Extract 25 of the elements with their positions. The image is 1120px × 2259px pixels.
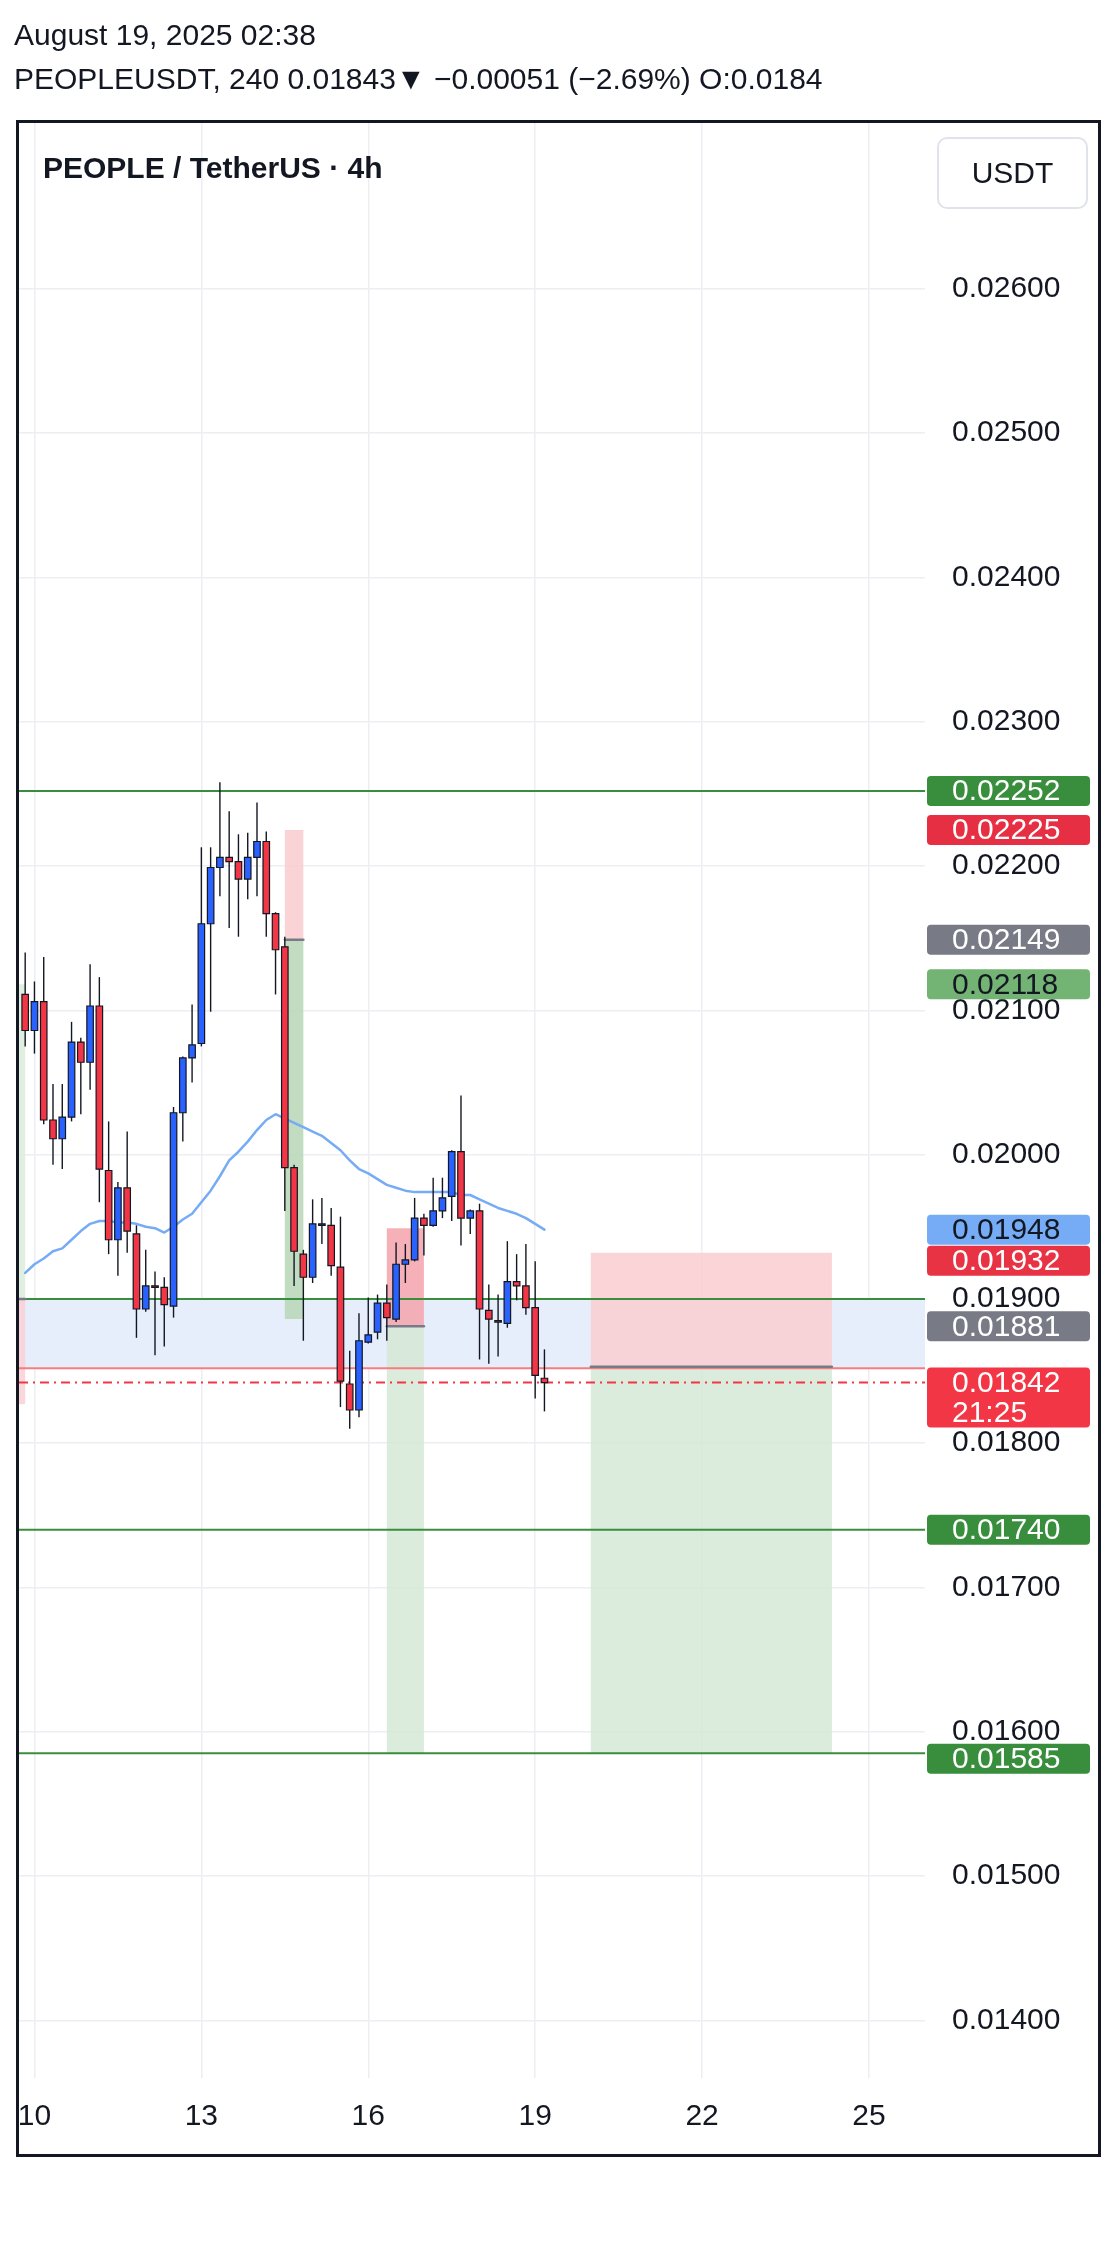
y-axis-title: USDT xyxy=(971,156,1054,190)
text: 0.02149 xyxy=(952,921,1061,955)
y-tick-label: 0.01500 xyxy=(952,1857,1061,1891)
y-tick-label: 0.01400 xyxy=(952,2001,1061,2035)
text: 0.01948 xyxy=(952,1211,1061,1245)
chart-subtitle: August 19, 2025 02:38 PEOPLEUSDT, 240 0.01843▼ −0.00051 (−2.69%) O:0.0184 xyxy=(14,17,823,97)
text: 0.02225 xyxy=(952,812,1061,846)
y-tick-label: 0.02600 xyxy=(952,270,1061,304)
y-tick-label: 0.02500 xyxy=(952,414,1061,448)
x-tick-label: 19 xyxy=(518,2098,552,2132)
y-tick-label: 0.01700 xyxy=(952,1568,1061,1602)
y-tick-label: 0.02000 xyxy=(952,1135,1061,1169)
x-tick-label: 16 xyxy=(351,2098,385,2132)
ref-line-label: 0.01740 xyxy=(952,1512,1061,1545)
y-tick-label: 0.02200 xyxy=(952,847,1061,881)
y-tick-label: 0.02400 xyxy=(952,558,1061,592)
x-tick-label: 13 xyxy=(184,2098,219,2132)
x-tick-label: 10 xyxy=(17,2098,52,2132)
unit-button: USDT xyxy=(937,137,1088,209)
y-tick-label: 0.02300 xyxy=(952,703,1061,737)
text: 0.01932 xyxy=(952,1242,1061,1276)
x-tick-label: 22 xyxy=(685,2098,719,2132)
ref-line-label: 0.02252 xyxy=(952,773,1061,807)
text: PEOPLE / TetherUS · 4h xyxy=(43,151,383,185)
x-tick-label: 25 xyxy=(852,2098,886,2132)
